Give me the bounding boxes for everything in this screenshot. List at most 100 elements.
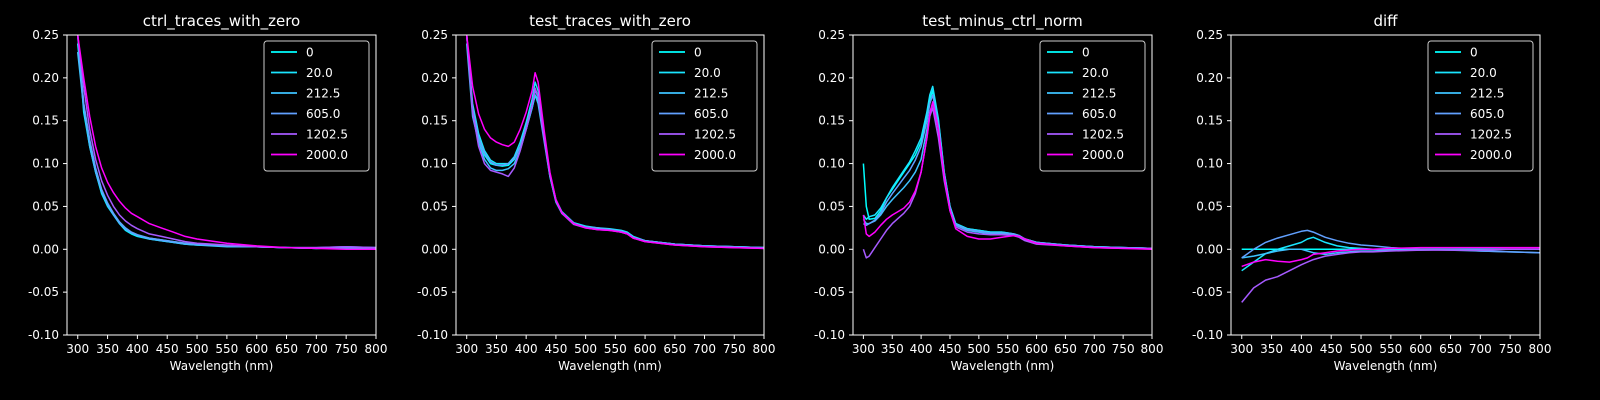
x-tick-label: 600 bbox=[1409, 342, 1432, 356]
x-tick-label: 650 bbox=[663, 342, 686, 356]
legend-label: 1202.5 bbox=[694, 128, 736, 142]
series-line-1202.5 bbox=[862, 107, 1152, 259]
y-tick-label: -0.05 bbox=[28, 285, 59, 299]
x-tick-label: 500 bbox=[967, 342, 990, 356]
series-group bbox=[465, 35, 764, 250]
y-tick-label: -0.10 bbox=[1192, 328, 1223, 342]
x-tick-label: 800 bbox=[365, 342, 388, 356]
series-group bbox=[76, 35, 376, 251]
legend-box bbox=[263, 40, 370, 172]
legend-label: 605.0 bbox=[1470, 107, 1504, 121]
x-tick-label: 400 bbox=[126, 342, 149, 356]
x-tick-label: 550 bbox=[215, 342, 238, 356]
y-tick-label: 0.05 bbox=[1196, 199, 1223, 213]
x-tick-label: 800 bbox=[1529, 342, 1552, 356]
legend-label: 212.5 bbox=[694, 87, 728, 101]
legend-label: 2000.0 bbox=[1470, 148, 1512, 162]
x-tick-label: 300 bbox=[455, 342, 478, 356]
y-tick-label: 0.10 bbox=[32, 157, 59, 171]
x-axis-label: Wavelength (nm) bbox=[1334, 359, 1438, 373]
x-tick-label: 450 bbox=[544, 342, 567, 356]
x-tick-label: 400 bbox=[515, 342, 538, 356]
y-tick-label: -0.10 bbox=[417, 328, 448, 342]
y-tick-label: 0.00 bbox=[1196, 242, 1223, 256]
x-tick-label: 550 bbox=[1379, 342, 1402, 356]
x-tick-label: 300 bbox=[66, 342, 89, 356]
series-line-2000.0 bbox=[465, 35, 764, 250]
legend-label: 0 bbox=[1082, 46, 1090, 60]
legend-box bbox=[1427, 40, 1534, 172]
axes-frame bbox=[66, 34, 377, 336]
x-tick-label: 700 bbox=[693, 342, 716, 356]
y-tick-label: -0.10 bbox=[28, 328, 59, 342]
x-tick-label: 700 bbox=[1469, 342, 1492, 356]
x-tick-label: 550 bbox=[604, 342, 627, 356]
legend-label: 20.0 bbox=[306, 66, 333, 80]
legend-label: 0 bbox=[694, 46, 702, 60]
legend-label: 2000.0 bbox=[1082, 148, 1124, 162]
chart-title: test_minus_ctrl_norm bbox=[922, 12, 1083, 31]
legend-label: 1202.5 bbox=[306, 128, 348, 142]
x-tick-label: 500 bbox=[1350, 342, 1373, 356]
y-tick-label: 0.00 bbox=[818, 242, 845, 256]
series-group bbox=[1241, 229, 1540, 303]
y-tick-label: 0.10 bbox=[421, 157, 448, 171]
series-line-2000.0 bbox=[862, 101, 1152, 251]
y-tick-label: 0.25 bbox=[1196, 28, 1223, 42]
legend: 0 20.0 212.5 605.0 1202.5 2000.0 bbox=[1427, 40, 1534, 172]
y-tick-label: -0.05 bbox=[1192, 285, 1223, 299]
series-line-212.5 bbox=[1241, 248, 1540, 259]
legend-label: 20.0 bbox=[1470, 66, 1497, 80]
x-tick-label: 600 bbox=[245, 342, 268, 356]
series-line-1202.5 bbox=[1241, 248, 1540, 303]
subplot-1: 300 350 400 450 500 550 600 650 700 750 800 0.25 0.2… bbox=[28, 12, 388, 373]
x-tick-label: 500 bbox=[186, 342, 209, 356]
y-tick-label: 0.20 bbox=[818, 71, 845, 85]
x-tick-label: 750 bbox=[1499, 342, 1522, 356]
subplot-2: 300 350 400 450 500 550 600 650 700 750 800 0.25 0.2… bbox=[417, 12, 776, 373]
x-tick-label: 350 bbox=[96, 342, 119, 356]
y-tick-label: 0.15 bbox=[818, 114, 845, 128]
y-tick-label: -0.10 bbox=[814, 328, 845, 342]
y-tick-label: 0.20 bbox=[32, 71, 59, 85]
y-tick-label: 0.15 bbox=[1196, 114, 1223, 128]
x-tick-label: 750 bbox=[335, 342, 358, 356]
y-tick-label: 0.05 bbox=[818, 199, 845, 213]
x-tick-label: 750 bbox=[723, 342, 746, 356]
y-tick-label: -0.05 bbox=[417, 285, 448, 299]
y-tick-label: 0.05 bbox=[32, 199, 59, 213]
x-tick-label: 350 bbox=[1260, 342, 1283, 356]
y-tick-label: 0.20 bbox=[421, 71, 448, 85]
axes-frame bbox=[852, 34, 1153, 336]
x-axis-label: Wavelength (nm) bbox=[951, 359, 1055, 373]
legend-label: 0 bbox=[1470, 46, 1478, 60]
legend: 0 20.0 212.5 605.0 1202.5 2000.0 bbox=[651, 40, 758, 172]
y-tick-label: 0.10 bbox=[1196, 157, 1223, 171]
x-tick-label: 400 bbox=[910, 342, 933, 356]
subplot-4: 300 350 400 450 500 550 600 650 700 750 800 0.25 0.2… bbox=[1192, 12, 1552, 373]
y-tick-label: 0.20 bbox=[1196, 71, 1223, 85]
y-tick-label: 0.25 bbox=[421, 28, 448, 42]
legend-label: 20.0 bbox=[694, 66, 721, 80]
x-tick-label: 500 bbox=[574, 342, 597, 356]
chart-title: test_traces_with_zero bbox=[529, 12, 691, 31]
legend-box bbox=[1039, 40, 1146, 172]
x-tick-label: 550 bbox=[996, 342, 1019, 356]
x-tick-label: 750 bbox=[1112, 342, 1135, 356]
legend-label: 20.0 bbox=[1082, 66, 1109, 80]
legend-box bbox=[651, 40, 758, 172]
legend-label: 2000.0 bbox=[694, 148, 736, 162]
axes-frame bbox=[1230, 34, 1541, 336]
legend-label: 605.0 bbox=[306, 107, 340, 121]
y-tick-label: 0.15 bbox=[421, 114, 448, 128]
y-tick-label: -0.05 bbox=[814, 285, 845, 299]
legend-label: 1202.5 bbox=[1082, 128, 1124, 142]
y-tick-label: 0.10 bbox=[818, 157, 845, 171]
x-tick-label: 600 bbox=[1025, 342, 1048, 356]
x-tick-label: 400 bbox=[1290, 342, 1313, 356]
legend-label: 2000.0 bbox=[306, 148, 348, 162]
axes-frame bbox=[455, 34, 765, 336]
y-tick-label: 0.00 bbox=[32, 242, 59, 256]
x-tick-label: 450 bbox=[156, 342, 179, 356]
